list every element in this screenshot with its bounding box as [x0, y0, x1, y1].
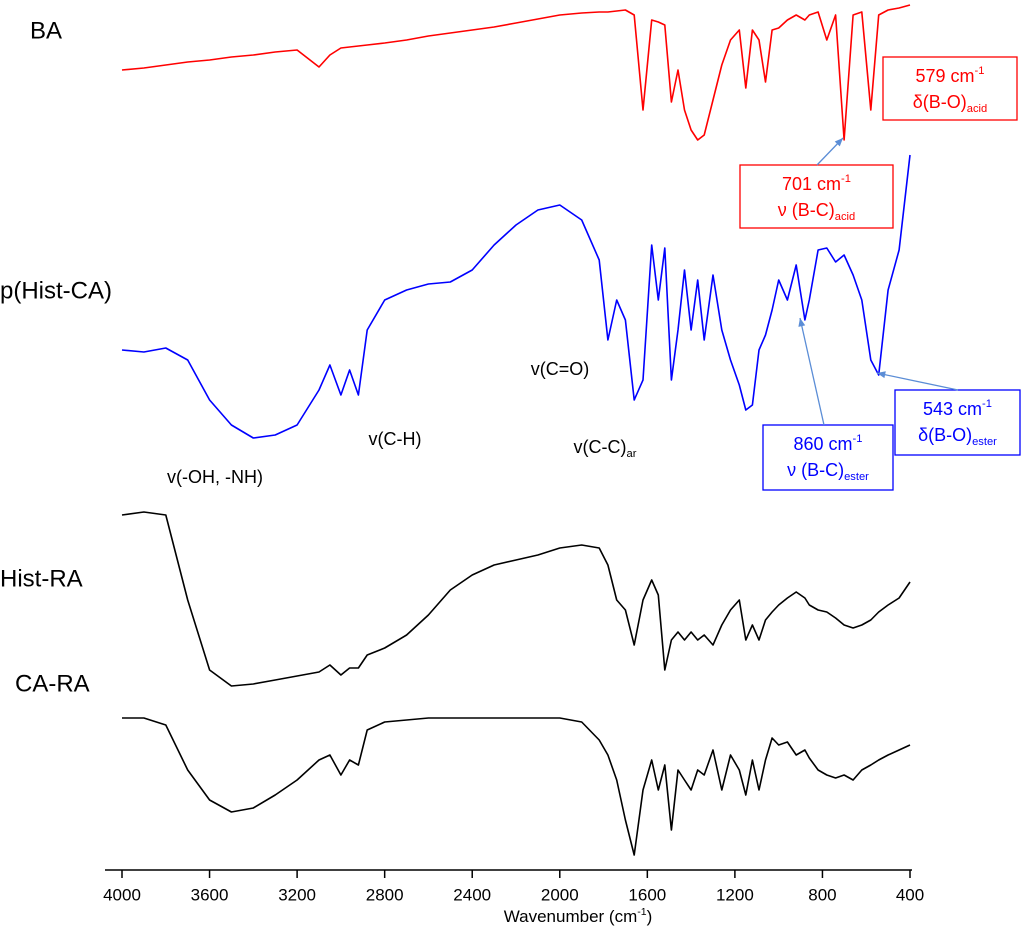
- x-tick-label: 2000: [541, 885, 579, 904]
- arrow-head: [834, 138, 843, 147]
- arrow-head: [877, 371, 886, 379]
- label-part: 543 cm: [923, 399, 982, 419]
- label-part: v(C-H): [369, 429, 422, 449]
- label-part: -1: [975, 65, 985, 77]
- series-label: Hist-RA: [0, 565, 83, 592]
- label-part: v(C=O): [531, 359, 590, 379]
- label-part: ester: [844, 471, 869, 483]
- label-part: acid: [835, 211, 855, 223]
- x-tick-label: 2400: [453, 885, 491, 904]
- callout-text: 860 cm-1: [794, 433, 863, 454]
- x-tick-label: 400: [896, 885, 924, 904]
- label-part: -1: [982, 398, 992, 410]
- callout-box: [739, 164, 894, 229]
- label-part: v(C-C): [574, 437, 627, 457]
- callout-text: 543 cm-1: [923, 398, 992, 419]
- series-label: BA: [30, 17, 62, 44]
- label: v(C-H): [369, 429, 422, 449]
- label-part: ar: [627, 448, 637, 460]
- label-part: 860 cm: [794, 434, 853, 454]
- label-part: -1: [637, 906, 647, 918]
- x-tick-label: 2800: [366, 885, 404, 904]
- callout-box: [882, 56, 1018, 121]
- label-part: v(-OH, -NH): [167, 467, 263, 487]
- callout-text: ν (B-C)acid: [778, 200, 855, 223]
- label-part: ν (B-C): [787, 460, 844, 480]
- callout-arrow: [876, 372, 959, 391]
- callout-box: [894, 389, 1021, 456]
- x-tick-label: 800: [808, 885, 836, 904]
- label: v(C-C)ar: [574, 437, 637, 460]
- label-part: ): [647, 907, 653, 926]
- label-part: -1: [841, 173, 851, 185]
- x-tick-label: 3200: [278, 885, 316, 904]
- callout-text: δ(B-O)ester: [918, 425, 997, 448]
- spectrum: [121, 4, 911, 141]
- x-tick-label: 4000: [103, 885, 141, 904]
- spectrum: [121, 511, 911, 687]
- label-part: δ(B-O): [918, 425, 972, 445]
- label-part: Wavenumber (cm: [504, 907, 638, 926]
- label: v(-OH, -NH): [167, 467, 263, 487]
- callout-arrow: [799, 317, 825, 426]
- callout-text: 701 cm-1: [782, 173, 851, 194]
- series-label: CA-RA: [15, 670, 90, 697]
- label-part: acid: [967, 103, 987, 115]
- x-tick-label: 1200: [716, 885, 754, 904]
- label: v(C=O): [531, 359, 590, 379]
- label-part: 579 cm: [916, 66, 975, 86]
- label-part: ν (B-C): [778, 200, 835, 220]
- label-part: 701 cm: [782, 174, 841, 194]
- x-tick-label: 3600: [191, 885, 229, 904]
- callout-text: δ(B-O)acid: [913, 92, 987, 115]
- spectrum: [122, 717, 911, 856]
- arrow-head: [798, 318, 806, 327]
- label-part: ester: [972, 436, 997, 448]
- x-tick-label: 1600: [628, 885, 666, 904]
- callout-box: [762, 424, 894, 491]
- callout-text: 579 cm-1: [916, 65, 985, 86]
- callout-text: ν (B-C)ester: [787, 460, 869, 483]
- label-part: δ(B-O): [913, 92, 967, 112]
- label-part: -1: [853, 433, 863, 445]
- series-label: p(Hist-CA): [0, 277, 112, 304]
- label: Wavenumber (cm-1): [504, 906, 653, 927]
- spectrum: [121, 154, 911, 439]
